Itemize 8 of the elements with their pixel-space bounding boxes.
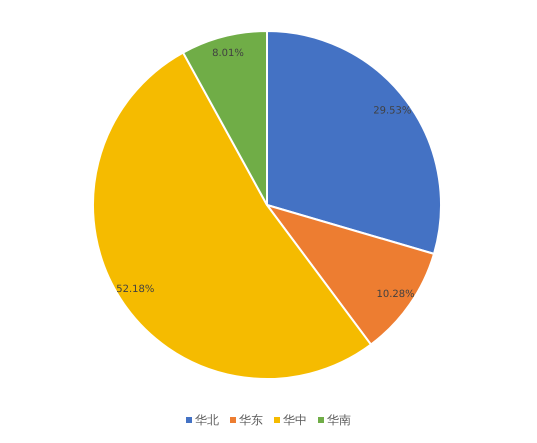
data-label: 8.01% — [212, 48, 244, 59]
legend-label: 华北 — [195, 413, 219, 427]
legend-label: 华中 — [283, 413, 307, 427]
legend-label: 华东 — [239, 413, 263, 427]
data-label: 10.28% — [376, 288, 415, 300]
data-label: 52.18% — [116, 284, 154, 296]
legend-label: 华南 — [327, 413, 351, 427]
data-label: 29.53% — [373, 106, 412, 117]
